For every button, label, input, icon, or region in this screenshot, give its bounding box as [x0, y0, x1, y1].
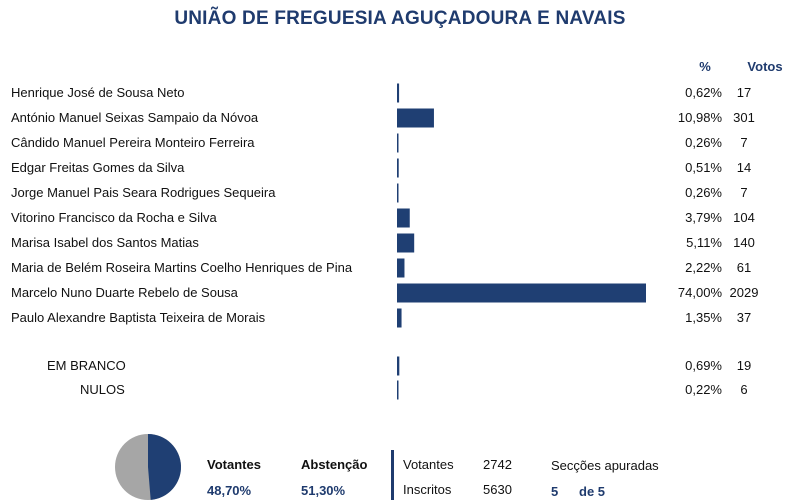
candidate-8-votes: 61: [736, 260, 752, 275]
candidate-2-bar: [397, 108, 434, 128]
candidate-10-label: Paulo Alexandre Baptista Teixeira de Mor…: [11, 310, 266, 325]
candidate-2-votes: 301: [733, 110, 755, 125]
pie-slice-votantes: [148, 434, 182, 500]
seccoes-total: de 5: [579, 484, 606, 499]
candidate-4-label: Edgar Freitas Gomes da Silva: [11, 160, 185, 175]
candidate-7-bar: [397, 233, 415, 253]
candidate-1-votes: 17: [736, 85, 752, 100]
candidate-3-label: Cândido Manuel Pereira Monteiro Ferreira: [11, 135, 255, 150]
footer-divider: [391, 450, 394, 500]
candidate-1-label: Henrique José de Sousa Neto: [11, 85, 185, 100]
candidate-4-percent: 0,51%: [685, 160, 722, 175]
candidate-3-percent: 0,26%: [685, 135, 722, 150]
nulos-bar: [397, 380, 399, 400]
candidate-10-bar: [397, 308, 402, 328]
candidate-3-bar: [397, 133, 399, 153]
candidate-7-votes: 140: [733, 235, 755, 250]
inscritos-count: 5630: [483, 482, 512, 497]
candidate-9-votes: 2029: [729, 285, 759, 300]
inscritos-label: Inscritos: [403, 482, 452, 497]
votes-column-header: Votos: [747, 59, 783, 74]
seccoes-done: 5: [551, 484, 559, 499]
pct-column-header: %: [699, 59, 711, 74]
candidate-8-bar: [397, 258, 405, 278]
votantes-count-label: Votantes: [403, 457, 454, 472]
candidate-10-percent: 1,35%: [685, 310, 722, 325]
turnout-pie-chart: [115, 434, 182, 500]
candidate-5-percent: 0,26%: [685, 185, 722, 200]
votantes-label: Votantes: [207, 457, 261, 472]
candidate-2-percent: 10,98%: [677, 110, 722, 125]
candidate-6-votes: 104: [733, 210, 755, 225]
candidate-7-percent: 5,11%: [686, 235, 722, 250]
candidate-9-label: Marcelo Nuno Duarte Rebelo de Sousa: [11, 285, 238, 300]
abstencao-label: Abstenção: [301, 457, 368, 472]
candidate-10-votes: 37: [736, 310, 752, 325]
candidate-4-bar: [397, 158, 399, 178]
nulos-percent: 0,22%: [685, 382, 722, 397]
candidate-5-votes: 7: [740, 185, 748, 200]
candidate-6-bar: [397, 208, 410, 228]
candidate-8-percent: 2,22%: [685, 260, 722, 275]
candidate-6-label: Vitorino Francisco da Rocha e Silva: [11, 210, 217, 225]
nulos-votes: 6: [740, 382, 748, 397]
candidate-2-label: António Manuel Seixas Sampaio da Nóvoa: [11, 110, 259, 125]
candidate-3-votes: 7: [740, 135, 748, 150]
candidate-1-bar: [397, 83, 400, 103]
nulos-label: NULOS: [80, 382, 125, 397]
em-branco-percent: 0,69%: [685, 358, 722, 373]
votantes-count: 2742: [483, 457, 512, 472]
candidate-9-bar: [397, 283, 646, 303]
candidate-5-bar: [397, 183, 399, 203]
candidate-1-percent: 0,62%: [685, 85, 722, 100]
candidate-9-percent: 74,00%: [677, 285, 722, 300]
candidate-7-label: Marisa Isabel dos Santos Matias: [11, 235, 199, 250]
abstencao-percent: 51,30%: [301, 483, 346, 498]
candidate-8-label: Maria de Belém Roseira Martins Coelho He…: [11, 260, 353, 275]
candidate-4-votes: 14: [736, 160, 752, 175]
candidate-5-label: Jorge Manuel Pais Seara Rodrigues Sequei…: [11, 185, 276, 200]
em-branco-label: EM BRANCO: [47, 358, 126, 373]
em-branco-bar: [397, 356, 400, 376]
seccoes-label: Secções apuradas: [551, 458, 659, 473]
page-title: UNIÃO DE FREGUESIA AGUÇADOURA E NAVAIS: [174, 8, 626, 29]
votantes-percent: 48,70%: [207, 483, 252, 498]
em-branco-votes: 19: [736, 358, 752, 373]
candidate-6-percent: 3,79%: [685, 210, 722, 225]
